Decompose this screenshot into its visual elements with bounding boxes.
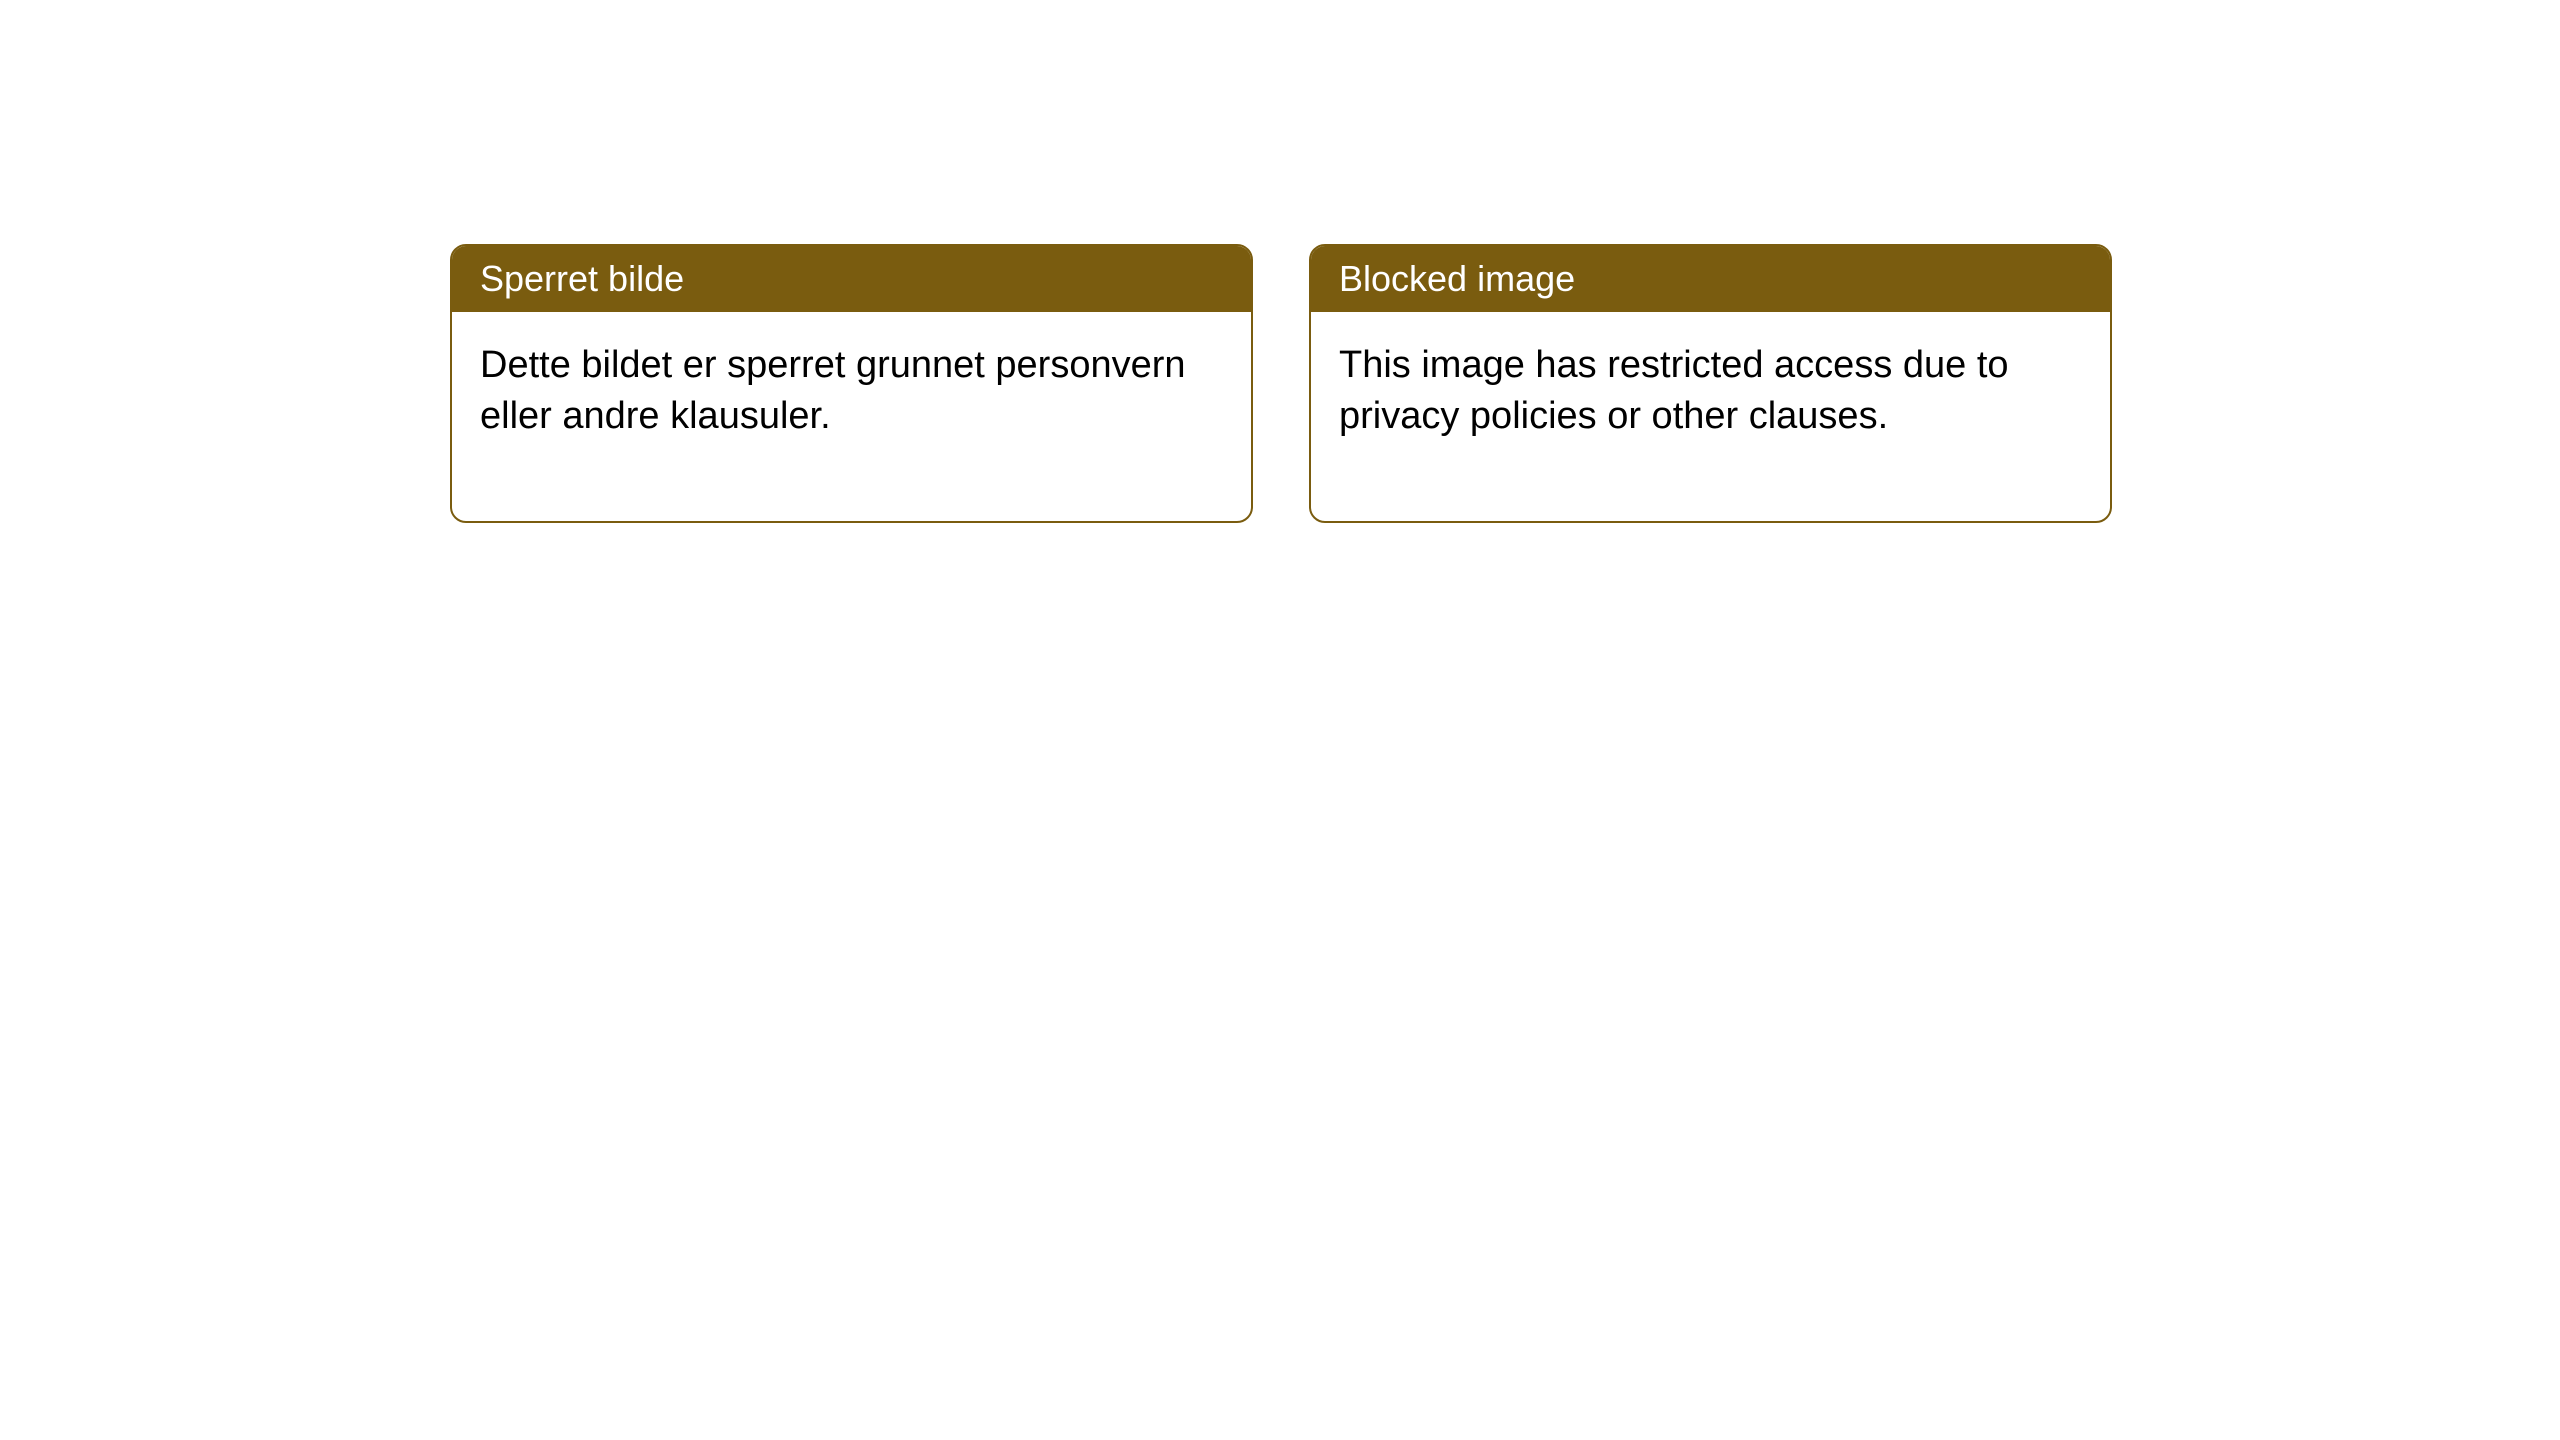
notice-card-norwegian: Sperret bilde Dette bildet er sperret gr…	[450, 244, 1253, 523]
notice-cards-container: Sperret bilde Dette bildet er sperret gr…	[450, 244, 2112, 523]
card-title: Sperret bilde	[452, 246, 1251, 312]
card-body-text: Dette bildet er sperret grunnet personve…	[452, 312, 1251, 521]
card-body-text: This image has restricted access due to …	[1311, 312, 2110, 521]
notice-card-english: Blocked image This image has restricted …	[1309, 244, 2112, 523]
card-title: Blocked image	[1311, 246, 2110, 312]
